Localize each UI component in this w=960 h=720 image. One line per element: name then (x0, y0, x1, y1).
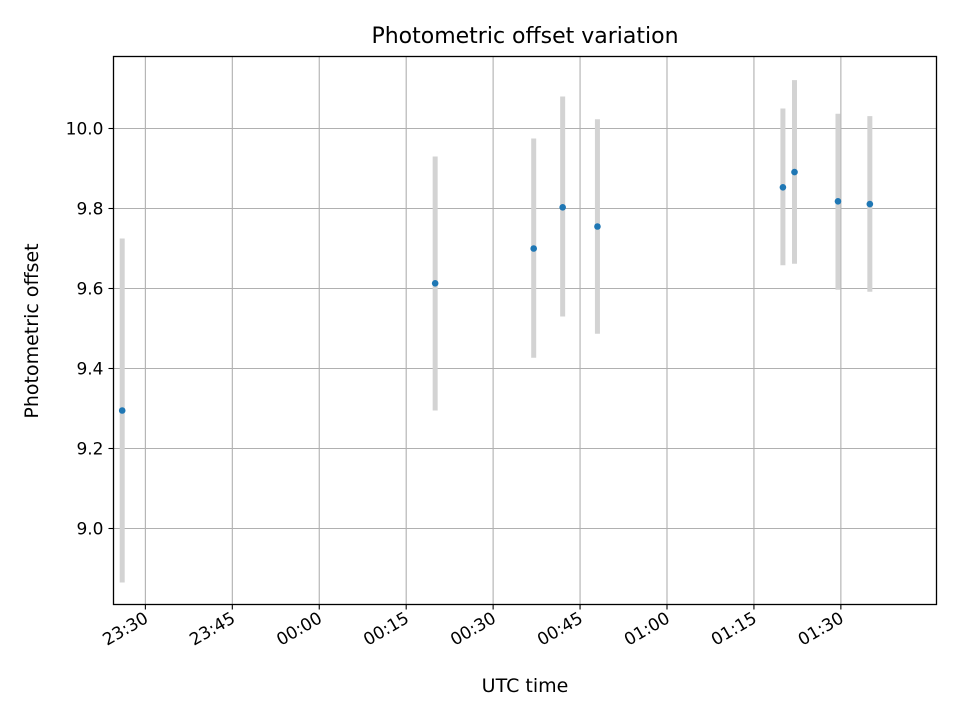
y-tick-label: 9.2 (76, 440, 103, 460)
data-point (834, 198, 842, 205)
data-point (118, 407, 126, 414)
x-tick-label: 01:15 (708, 609, 760, 651)
plot-frame (112, 55, 938, 606)
y-tick-label: 10.0 (66, 120, 104, 140)
data-point (594, 223, 601, 230)
y-tick-label: 9.8 (76, 200, 103, 220)
grid (113, 56, 937, 605)
x-axis-label: UTC time (482, 675, 569, 697)
data-point (779, 184, 787, 191)
data-point (791, 168, 798, 176)
x-tick-label: 23:30 (99, 609, 151, 651)
y-axis-ticks: 9.0 9.2 9.4 9.6 9.8 10.0 (66, 120, 114, 540)
x-tick-label: 00:45 (534, 609, 586, 651)
x-tick-label: 01:00 (621, 609, 673, 651)
chart-title: Photometric offset variation (371, 24, 678, 49)
data-point (530, 245, 537, 252)
y-tick-label: 9.6 (76, 280, 103, 300)
data-point (431, 280, 439, 287)
y-tick-label: 9.0 (76, 520, 103, 540)
y-tick-label: 9.4 (76, 360, 103, 380)
x-axis-ticks: 23:30 23:45 00:00 00:15 00:30 00:45 01:00 01:15… (99, 604, 847, 651)
data-points (118, 168, 874, 414)
x-tick-label: 01:30 (795, 609, 847, 651)
x-tick-label: 00:30 (447, 609, 499, 651)
x-tick-label: 23:45 (186, 609, 238, 651)
data-point (559, 204, 566, 211)
plot-area (113, 56, 937, 605)
x-tick-label: 00:15 (360, 609, 412, 651)
x-tick-label: 00:00 (273, 609, 325, 651)
data-point (866, 200, 874, 208)
y-axis-label: Photometric offset (21, 243, 43, 418)
